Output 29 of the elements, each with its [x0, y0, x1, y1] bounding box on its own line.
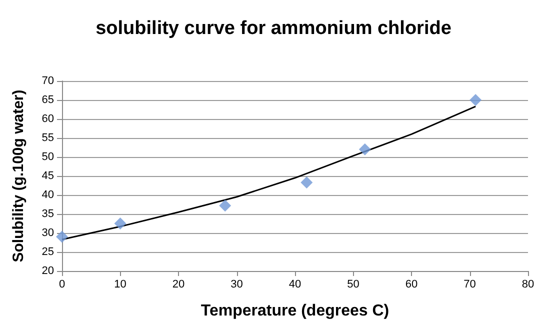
- y-tick-label: 35: [42, 208, 54, 220]
- y-axis-title: Solubility (g.100g water): [10, 90, 27, 262]
- x-tick-label: 20: [172, 278, 185, 290]
- y-tick-label: 65: [42, 94, 54, 106]
- x-tick-label: 70: [464, 278, 476, 290]
- x-tick-label: 80: [522, 278, 534, 290]
- y-tick-label: 25: [42, 246, 54, 258]
- x-tick-label: 40: [288, 278, 302, 290]
- point: [300, 176, 313, 188]
- point: [114, 218, 126, 230]
- x-tick-label: 30: [230, 278, 243, 290]
- point: [56, 230, 68, 243]
- point: [470, 94, 482, 106]
- x-tick-label: 0: [58, 278, 66, 290]
- x-tick-label: 50: [347, 278, 360, 290]
- y-tick-label: 50: [42, 151, 54, 163]
- point: [219, 200, 232, 212]
- chart-title: solubility curve for ammonium chloride: [96, 18, 452, 39]
- y-tick-label: 30: [42, 227, 54, 239]
- x-tick-label: 60: [405, 278, 418, 290]
- x-axis-title: Temperature (degrees C): [200, 302, 390, 320]
- y-tick-label: 40: [42, 189, 54, 201]
- y-tick-label: 70: [42, 75, 54, 87]
- y-tick-label: 45: [42, 170, 54, 182]
- y-tick-label: 20: [42, 265, 54, 277]
- y-tick-label: 60: [42, 113, 54, 125]
- x-tick-label: 10: [114, 278, 126, 290]
- point: [358, 143, 371, 156]
- y-tick-label: 55: [42, 132, 54, 144]
